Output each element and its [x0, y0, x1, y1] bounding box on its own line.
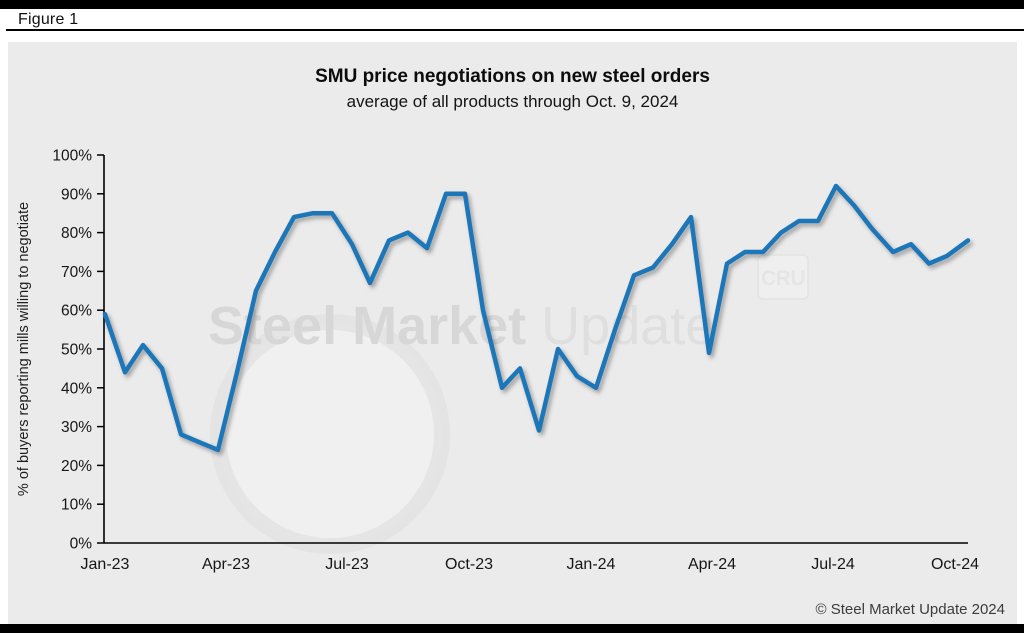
y-tick-label: 90%: [61, 186, 92, 203]
svg-text:CRU: CRU: [761, 267, 805, 290]
x-tick-label: Oct-23: [445, 556, 493, 573]
y-tick-label: 80%: [61, 225, 92, 242]
y-tick-label: 30%: [61, 419, 92, 436]
chart-card: SMU price negotiations on new steel orde…: [8, 42, 1017, 624]
axes-layer: 0% 10% 20% 30% 40% 50% 60% 70% 80% 90% 100% Jan-23 A…: [52, 148, 979, 574]
bottom-black-bar: [0, 624, 1024, 633]
y-tick-label: 0%: [70, 536, 93, 553]
chart-subtitle: average of all products through Oct. 9, …: [346, 92, 679, 111]
smu-swoosh-logo-watermark: [210, 314, 450, 554]
copyright-text: © Steel Market Update 2024: [815, 601, 1006, 618]
x-tick-label: Apr-24: [688, 556, 736, 573]
header-rule: [6, 29, 1024, 31]
y-tick-label: 100%: [52, 148, 92, 165]
watermark-layer: Steel Market Update CRU: [208, 254, 809, 554]
line-chart: Steel Market Update CRU 0% 10% 20% 30% 40% 50…: [16, 148, 979, 574]
x-tick-label: Jul-23: [325, 556, 369, 573]
negotiation-rate-line: [102, 183, 971, 453]
brand-watermark: Steel Market Update: [208, 296, 715, 356]
x-tick-label: Apr-23: [202, 556, 250, 573]
figure-label: Figure 1: [18, 11, 79, 28]
x-tick-label: Jan-23: [81, 556, 130, 573]
cru-logo-watermark: CRU: [757, 254, 809, 300]
y-tick-label: 40%: [61, 380, 92, 397]
y-tick-label: 20%: [61, 458, 92, 475]
y-tick-label: 50%: [61, 342, 92, 359]
x-tick-label: Jul-24: [811, 556, 855, 573]
top-black-bar: [0, 0, 1024, 9]
chart-title: SMU price negotiations on new steel orde…: [315, 66, 710, 87]
figure-header: Figure 1: [0, 9, 1024, 31]
x-tick-label: Oct-24: [931, 556, 979, 573]
y-tick-label: 60%: [61, 303, 92, 320]
x-tick-label: Jan-24: [567, 556, 616, 573]
y-tick-label: 70%: [61, 264, 92, 281]
series-layer: [102, 183, 971, 453]
y-axis-title: % of buyers reporting mills willing to n…: [16, 202, 32, 496]
y-tick-label: 10%: [61, 497, 92, 514]
